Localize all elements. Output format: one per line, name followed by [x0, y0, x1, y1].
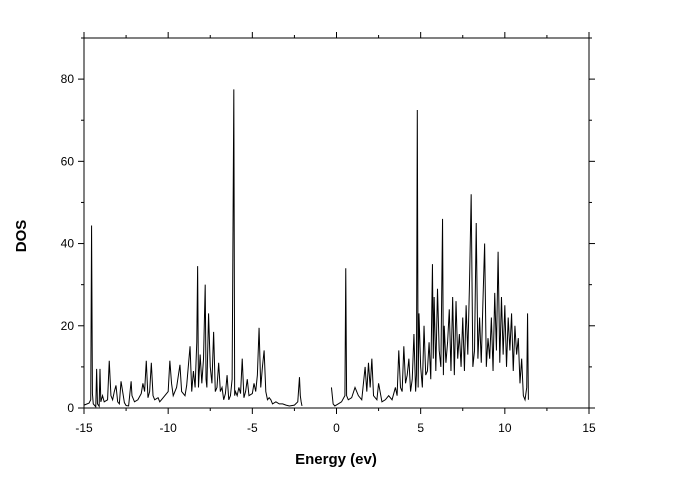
series-layer	[83, 89, 529, 409]
plot-frame	[83, 37, 590, 409]
x-tick-label: 5	[417, 421, 424, 435]
y-tick-label: 20	[61, 319, 75, 333]
x-tick-label: 10	[498, 421, 512, 435]
y-tick-label: 80	[61, 72, 75, 86]
y-tick-label: 60	[61, 154, 75, 168]
ticks-layer: -15 -10 -5 0 5 10 15 0 20 40 60 80	[61, 32, 596, 435]
x-tick-label: 0	[333, 421, 340, 435]
y-tick-label: 40	[61, 237, 75, 251]
dos-series-line-1	[83, 89, 303, 409]
x-tick-label: 15	[582, 421, 596, 435]
y-axis-label: DOS	[13, 220, 30, 253]
x-tick-label: -10	[159, 421, 177, 435]
x-tick-label: -5	[247, 421, 258, 435]
x-tick-label: -15	[75, 421, 93, 435]
dos-series-line-2	[330, 109, 529, 407]
y-tick-label: 0	[67, 401, 74, 415]
x-axis-label: Energy (ev)	[295, 451, 377, 468]
